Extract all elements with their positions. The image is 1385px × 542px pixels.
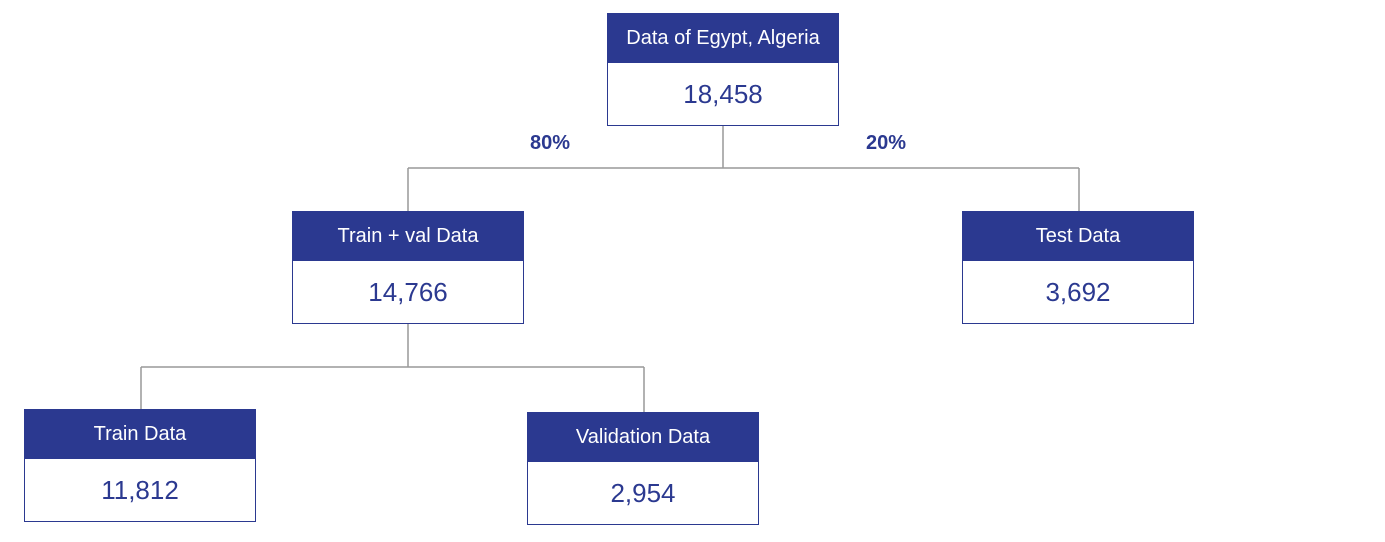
node-root-label: Data of Egypt, Algeria	[608, 14, 838, 63]
node-root-count: 18,458	[683, 78, 763, 109]
node-root: Data of Egypt, Algeria 18,458	[607, 13, 839, 126]
node-test: Test Data 3,692	[962, 211, 1194, 324]
split-label-20: 20%	[866, 132, 907, 154]
node-train-count: 11,812	[101, 474, 179, 505]
node-train-val-label: Train + val Data	[293, 212, 523, 261]
node-test-count: 3,692	[1045, 276, 1111, 307]
node-train-val-count: 14,766	[368, 276, 448, 307]
node-validation-label: Validation Data	[528, 413, 758, 462]
node-validation-count: 2,954	[610, 477, 676, 508]
node-train: Train Data 11,812	[24, 409, 256, 522]
node-validation: Validation Data 2,954	[527, 412, 759, 525]
node-train-label: Train Data	[25, 410, 255, 459]
node-test-label: Test Data	[963, 212, 1193, 261]
split-label-80: 80%	[530, 132, 571, 154]
node-train-val: Train + val Data 14,766	[292, 211, 524, 324]
